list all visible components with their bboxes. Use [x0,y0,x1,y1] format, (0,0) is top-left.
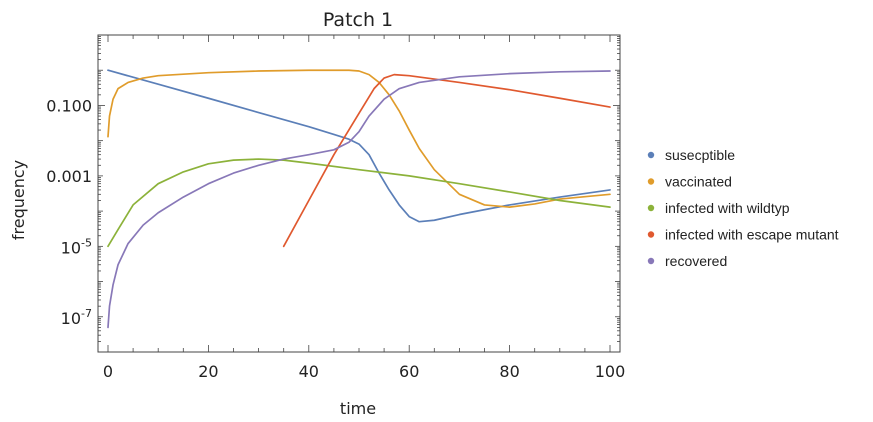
legend-marker [647,204,655,212]
legend-marker [647,151,655,159]
legend-marker [647,231,655,238]
x-axis-label: time [340,399,376,418]
series-line-2 [107,69,611,208]
legend-label: susecptible [665,147,735,163]
series-lines [107,69,611,329]
y-tick-label: 10-5 [61,236,92,257]
series-line-1 [107,69,611,223]
y-tick-label: 10-7 [61,307,92,328]
series-line-5 [107,70,611,329]
legend-label: vaccinated [665,174,732,190]
y-axis-label: frequency [9,160,28,240]
legend-label: recovered [665,253,727,269]
chart-title: Patch 1 [323,9,393,31]
legend-marker [647,257,655,265]
legend-marker [647,178,655,185]
y-tick-label: 0.001 [46,167,92,186]
y-tick-label: 0.100 [46,96,92,115]
x-tick-label: 60 [399,362,419,381]
x-tick-label: 20 [198,362,218,381]
x-tick-label: 80 [499,362,519,381]
series-line-4 [282,73,611,248]
x-tick-label: 0 [103,362,113,381]
legend-label: infected with escape mutant [665,227,839,243]
x-tick-label: 100 [595,362,626,381]
x-tick-label: 40 [299,362,319,381]
legend: susecptible vaccinated infected with wildt… [647,147,839,269]
legend-label: infected with wildtyp [665,200,790,216]
series-line-3 [107,158,611,248]
axes: 0 20 40 60 80 100 10-7 10-5 0.001 0.100 [46,34,626,381]
plot-frame [97,34,621,353]
